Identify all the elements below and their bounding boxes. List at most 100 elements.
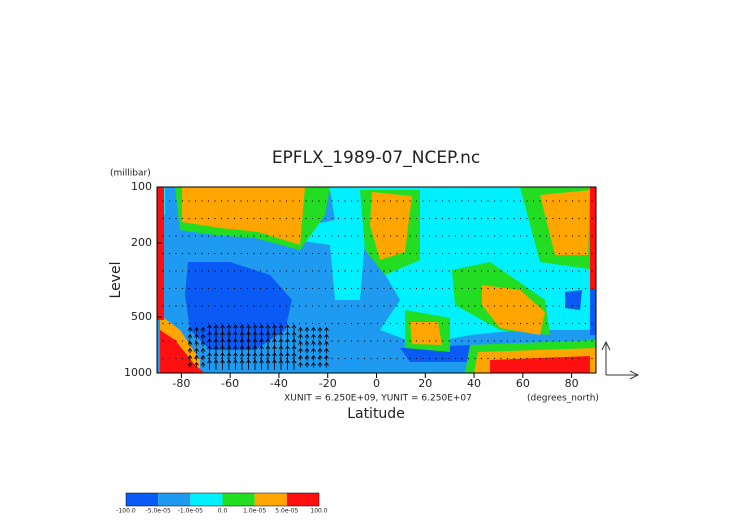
vector-dot [402,287,405,290]
vector-dot [357,287,359,290]
vector-dot [513,322,515,325]
contour-field [157,187,596,373]
vector-dot [181,322,184,325]
vector-dot [370,252,372,255]
vector-dot [461,287,463,290]
vector-arrow [298,361,303,368]
vector-dot [578,305,580,307]
vector-dot [519,287,522,290]
vector-dot [162,305,164,307]
vector-dot [519,322,522,325]
vector-dot [396,270,398,272]
vector-dot [487,270,489,272]
vector-dot [467,270,470,272]
vector-dot [493,322,496,325]
vector-dot [539,340,541,342]
vector-dot [318,200,320,202]
vector-dot [578,200,580,202]
vector-dot [253,200,255,202]
vector-dot [422,322,424,325]
vector-dot [305,217,307,220]
vector-dot [194,235,197,237]
vector-dot [292,357,294,360]
vector-dot [188,287,190,290]
vector-dot [246,252,249,255]
vector-dot [363,357,366,360]
vector-dot [233,252,236,255]
x-tick-label: 80 [565,377,579,390]
vector-dot [220,200,223,202]
vector-dot [448,340,450,342]
vector-dot [266,322,268,325]
vector-dot [357,340,359,342]
vector-dot [435,270,437,272]
vector-dot [493,340,496,342]
vector-dot [220,270,223,272]
vector-dot [558,287,561,290]
vector-dot [415,357,418,360]
vector-dot [539,252,541,255]
vector-dot [259,252,262,255]
vector-dot [246,270,249,272]
vector-dot [175,287,177,290]
vector-dot [318,235,320,237]
vector-dot [207,357,210,360]
vector-dot [337,217,340,220]
vector-dot [396,252,398,255]
vector-dot [259,235,262,237]
vector-dot [376,340,379,342]
y-axis-label: Level [108,262,124,299]
vector-dot [259,270,262,272]
vector-dot [467,235,470,237]
vector-dot [201,217,203,220]
vector-dot [227,357,229,360]
vector-dot [526,235,528,237]
vector-dot [162,270,164,272]
vector-dot [513,252,515,255]
vector-dot [506,235,509,237]
vector-dot [448,287,450,290]
vector-dot [201,200,203,202]
vector-dot [201,322,203,325]
vector-dot [435,322,437,325]
vector-dot [279,217,281,220]
vector-dot [565,340,567,342]
vector-dot [363,287,366,290]
vector-dot [370,340,372,342]
vector-dot [474,340,476,342]
y-tick-label: 1000 [124,366,152,379]
vector-dot [207,270,210,272]
vector-dot [571,340,574,342]
x-tick-label: 0 [373,377,380,390]
vector-dot [441,270,444,272]
contour-region [482,285,545,335]
vector-dot [175,217,177,220]
vector-dot [350,322,353,325]
vector-arrow [298,347,303,354]
vector-dot [350,357,353,360]
vector-dot [207,305,210,307]
vector-arrow [298,340,303,347]
vector-dot [272,217,275,220]
vector-dot [344,305,346,307]
vector-dot [552,287,554,290]
vector-dot [571,357,574,360]
vector-dot [422,235,424,237]
vector-dot [552,252,554,255]
vector-dot [376,235,379,237]
vector-dot [428,200,431,202]
vector-dot [370,357,372,360]
vector-dot [435,305,437,307]
vector-dot [227,200,229,202]
vector-dot [526,322,528,325]
vector-dot [487,305,489,307]
vector-arrow [304,326,310,333]
vector-dot [474,217,476,220]
vector-dot [363,200,366,202]
vector-dot [181,235,184,237]
vector-dot [532,322,535,325]
vector-dot [266,287,268,290]
vector-dot [591,287,593,290]
vector-dot [324,200,327,202]
vector-dot [467,305,470,307]
